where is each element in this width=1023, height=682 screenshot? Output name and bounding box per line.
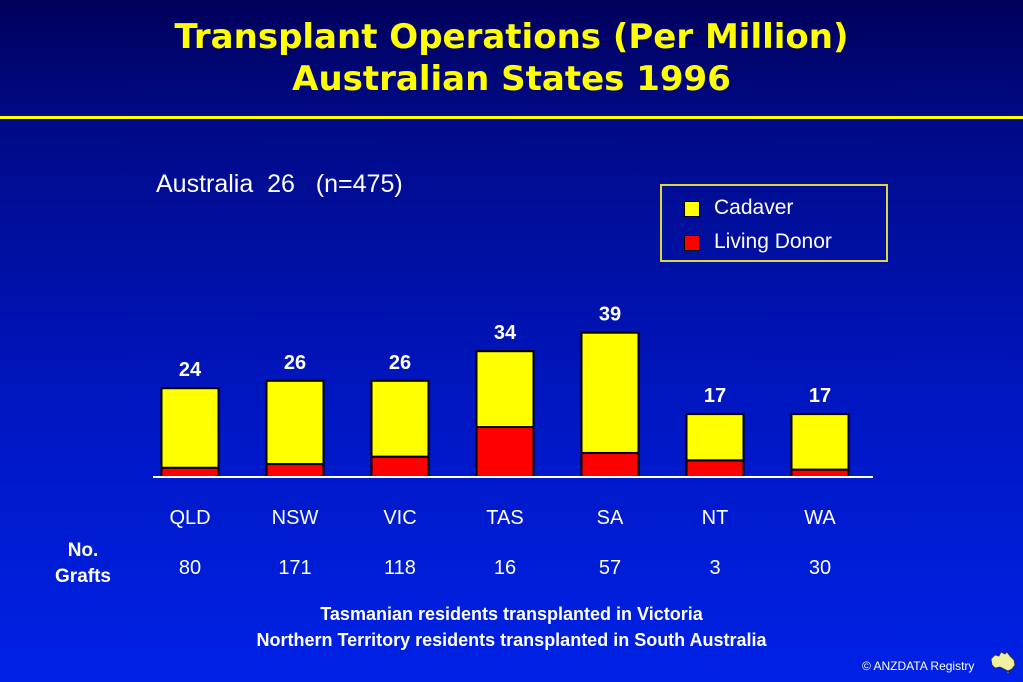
total-label-nsw: 26 — [284, 352, 306, 374]
grafts-value-qld: 80 — [179, 557, 201, 579]
grafts-value-nt: 3 — [709, 557, 720, 579]
total-label-wa: 17 — [809, 385, 831, 407]
category-label-tas: TAS — [486, 507, 523, 529]
category-label-nsw: NSW — [272, 507, 319, 529]
footnote-northern-territory: Northern Territory residents transplante… — [256, 630, 767, 650]
grafts-value-wa: 30 — [809, 557, 831, 579]
title-line-1: Transplant Operations (Per Million) — [174, 17, 849, 57]
legend-swatch-living-donor — [684, 235, 700, 251]
chart-title: Transplant Operations (Per Million) Aust… — [0, 16, 1023, 100]
bar-tas-cadaver — [475, 350, 535, 429]
bar-qld-living-donor — [160, 466, 220, 478]
bar-sa-living-donor — [580, 451, 640, 479]
title-line-2: Australian States 1996 — [292, 59, 731, 99]
title-divider — [0, 116, 1023, 119]
bar-wa-living-donor — [790, 468, 850, 479]
grafts-value-tas: 16 — [494, 557, 516, 579]
bar-nsw-cadaver — [265, 379, 325, 466]
legend-label-living-donor: Living Donor — [714, 230, 832, 253]
grafts-label-line-1: No. — [67, 540, 99, 561]
total-label-sa: 39 — [599, 304, 621, 326]
legend-swatch-cadaver — [684, 201, 700, 217]
total-label-tas: 34 — [494, 322, 517, 344]
bar-nsw-living-donor — [265, 463, 325, 478]
category-label-qld: QLD — [169, 507, 210, 529]
grafts-row-label: No. Grafts — [40, 538, 126, 590]
bar-nt-living-donor — [685, 459, 745, 479]
registry-credit: © ANZDATA Registry — [862, 659, 975, 673]
grafts-value-nsw: 171 — [278, 557, 311, 579]
legend-label-cadaver: Cadaver — [714, 196, 794, 219]
total-label-nt: 17 — [704, 385, 726, 407]
bar-vic-living-donor — [370, 455, 430, 478]
bar-qld-cadaver — [160, 387, 220, 469]
category-label-nt: NT — [702, 507, 729, 529]
bar-sa-cadaver — [580, 331, 640, 454]
chart-subtitle: Australia 26 (n=475) — [156, 170, 403, 198]
chart-legend: Cadaver Living Donor — [660, 184, 888, 262]
category-label-vic: VIC — [383, 507, 416, 529]
grafts-value-sa: 57 — [599, 557, 621, 579]
category-label-wa: WA — [804, 507, 836, 529]
total-label-vic: 26 — [389, 352, 411, 374]
australia-map-icon — [990, 651, 1016, 674]
category-label-sa: SA — [597, 507, 624, 529]
grafts-label-line-2: Grafts — [55, 566, 111, 587]
total-label-qld: 24 — [179, 359, 202, 381]
bar-nt-cadaver — [685, 413, 745, 462]
grafts-value-vic: 118 — [384, 557, 416, 579]
bar-vic-cadaver — [370, 379, 430, 458]
bar-wa-cadaver — [790, 413, 850, 471]
bar-tas-living-donor — [475, 426, 535, 478]
footnote-tasmania: Tasmanian residents transplanted in Vict… — [320, 604, 703, 624]
